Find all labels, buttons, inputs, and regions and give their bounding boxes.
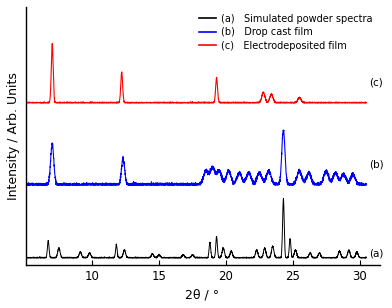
- Y-axis label: Intensity / Arb. Units: Intensity / Arb. Units: [7, 72, 20, 200]
- Text: (b): (b): [369, 159, 383, 169]
- Text: (c): (c): [369, 77, 383, 87]
- Text: (a): (a): [369, 248, 383, 258]
- X-axis label: 2θ / °: 2θ / °: [185, 288, 220, 301]
- Legend: (a)   Simulated powder spectra, (b)   Drop cast film, (c)   Electrodeposited fil: (a) Simulated powder spectra, (b) Drop c…: [197, 12, 375, 52]
